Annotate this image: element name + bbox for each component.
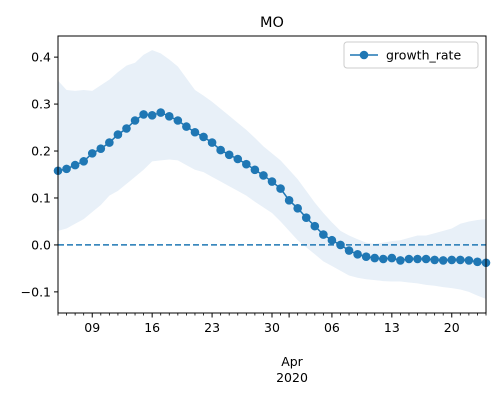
data-point [319, 230, 328, 239]
data-point [147, 111, 157, 120]
data-point [259, 171, 268, 180]
legend-marker [359, 50, 369, 60]
data-point [156, 108, 166, 117]
x-tick-label: 13 [384, 320, 400, 335]
data-point [396, 256, 405, 265]
data-point [105, 138, 114, 147]
data-point [267, 177, 277, 186]
data-point [207, 138, 217, 147]
data-point [438, 256, 448, 265]
data-point [361, 252, 371, 261]
x-tick-label: 09 [84, 320, 100, 335]
x-secondary-label-year: 2020 [276, 370, 308, 385]
data-point [96, 144, 106, 153]
data-point [113, 130, 123, 139]
data-point [284, 196, 294, 205]
data-point [370, 253, 380, 263]
data-point [182, 122, 191, 131]
y-tick-label: 0.0 [31, 237, 51, 252]
data-point [199, 132, 208, 142]
plot-area: −0.1 0.0 0.1 0.2 0.3 0.4 09 16 23 30 06 13 20 [21, 35, 491, 335]
y-tick-label: 0.3 [31, 97, 51, 112]
data-point [224, 150, 234, 160]
data-point [327, 235, 337, 245]
data-point [456, 255, 465, 265]
data-point [473, 257, 482, 267]
data-point [413, 254, 422, 264]
confidence-band [58, 50, 486, 299]
chart-title: MO [260, 15, 284, 31]
x-tick-label: 23 [204, 320, 220, 335]
data-point [336, 240, 345, 250]
data-point [421, 254, 431, 264]
data-point [242, 159, 251, 169]
data-point [250, 165, 260, 175]
data-point [310, 221, 320, 231]
data-point [164, 111, 174, 121]
legend-label: growth_rate [386, 48, 461, 63]
data-point [216, 145, 225, 155]
data-point [293, 204, 302, 213]
data-point [464, 256, 474, 265]
x-tick-label: 30 [264, 320, 280, 335]
data-point [79, 157, 88, 166]
y-tick-label: 0.4 [31, 50, 51, 65]
data-point [344, 246, 354, 255]
data-point [233, 154, 243, 164]
data-point [387, 253, 397, 263]
x-tick-label: 06 [324, 320, 340, 335]
data-point [430, 255, 439, 265]
x-tick-label: 16 [144, 320, 160, 335]
data-point [70, 160, 80, 170]
data-point [122, 124, 131, 133]
legend: growth_rate [343, 41, 479, 69]
data-point [447, 255, 457, 265]
y-tick-label: 0.1 [31, 190, 51, 205]
data-point [130, 116, 140, 125]
legend-frame [343, 41, 479, 69]
data-point [87, 149, 97, 158]
data-point [139, 110, 148, 119]
x-secondary-label-month: Apr [281, 354, 303, 369]
data-point [404, 254, 414, 264]
data-point [353, 250, 362, 259]
data-point [173, 116, 183, 125]
x-tick-label: 20 [444, 320, 460, 335]
y-tick-label: −0.1 [21, 284, 51, 299]
y-tick-label: 0.2 [31, 144, 51, 159]
data-point [378, 254, 388, 264]
data-point [62, 164, 71, 174]
data-point [276, 184, 285, 193]
data-point [301, 213, 311, 222]
data-point [190, 127, 200, 137]
